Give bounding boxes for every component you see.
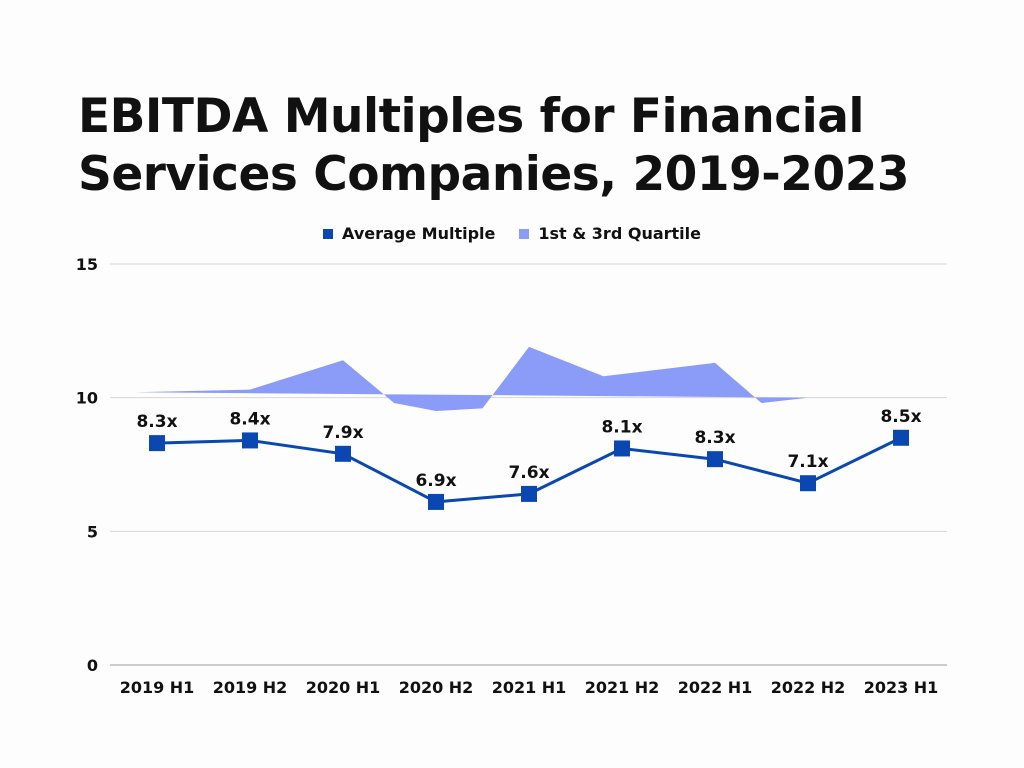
data-label: 8.3x <box>694 428 735 448</box>
data-label: 7.6x <box>508 463 549 483</box>
data-point-marker <box>521 485 537 502</box>
chart-title-line-1: EBITDA Multiples for Financial <box>78 89 865 144</box>
x-tick-label: 2021 H2 <box>585 678 660 697</box>
x-tick-label: 2020 H1 <box>306 678 381 697</box>
chart-title-line-2: Services Companies, 2019-2023 <box>78 147 910 202</box>
legend-label-quartile: 1st & 3rd Quartile <box>538 224 701 243</box>
data-point-marker <box>242 432 258 449</box>
data-label: 6.9x <box>415 471 456 491</box>
x-tick-label: 2019 H1 <box>120 678 195 697</box>
y-tick-label: 15 <box>76 255 98 274</box>
data-label: 8.4x <box>229 409 270 429</box>
legend-item-quartile: 1st & 3rd Quartile <box>519 224 701 243</box>
data-label: 7.1x <box>787 452 828 472</box>
data-label: 8.1x <box>601 417 642 437</box>
data-point-marker <box>428 493 444 510</box>
x-tick-label: 2022 H2 <box>771 678 846 697</box>
data-point-marker <box>614 440 630 457</box>
data-point-marker <box>893 429 909 446</box>
quartile-band <box>135 346 808 411</box>
x-tick-label: 2022 H1 <box>678 678 753 697</box>
data-point-marker <box>335 445 351 462</box>
chart-title: EBITDA Multiples for Financial Services … <box>78 88 978 204</box>
x-tick-label: 2021 H1 <box>492 678 567 697</box>
data-point-marker <box>800 475 816 492</box>
y-tick-label: 5 <box>87 522 98 541</box>
data-label: 7.9x <box>322 423 363 443</box>
y-tick-label: 0 <box>87 656 98 675</box>
data-point-marker <box>707 451 723 468</box>
legend-label-average-multiple: Average Multiple <box>342 224 496 243</box>
legend-item-average-multiple: Average Multiple <box>323 224 495 243</box>
data-point-marker <box>149 435 165 452</box>
legend-swatch-average-multiple <box>323 228 334 239</box>
x-tick-label: 2020 H2 <box>399 678 474 697</box>
y-tick-label: 10 <box>76 389 98 408</box>
x-tick-label: 2019 H2 <box>213 678 288 697</box>
chart-legend: Average Multiple 1st & 3rd Quartile <box>0 224 1024 243</box>
x-tick-label: 2023 H1 <box>864 678 939 697</box>
legend-swatch-quartile <box>519 228 530 239</box>
data-label: 8.5x <box>880 407 921 427</box>
data-label: 8.3x <box>136 412 177 432</box>
